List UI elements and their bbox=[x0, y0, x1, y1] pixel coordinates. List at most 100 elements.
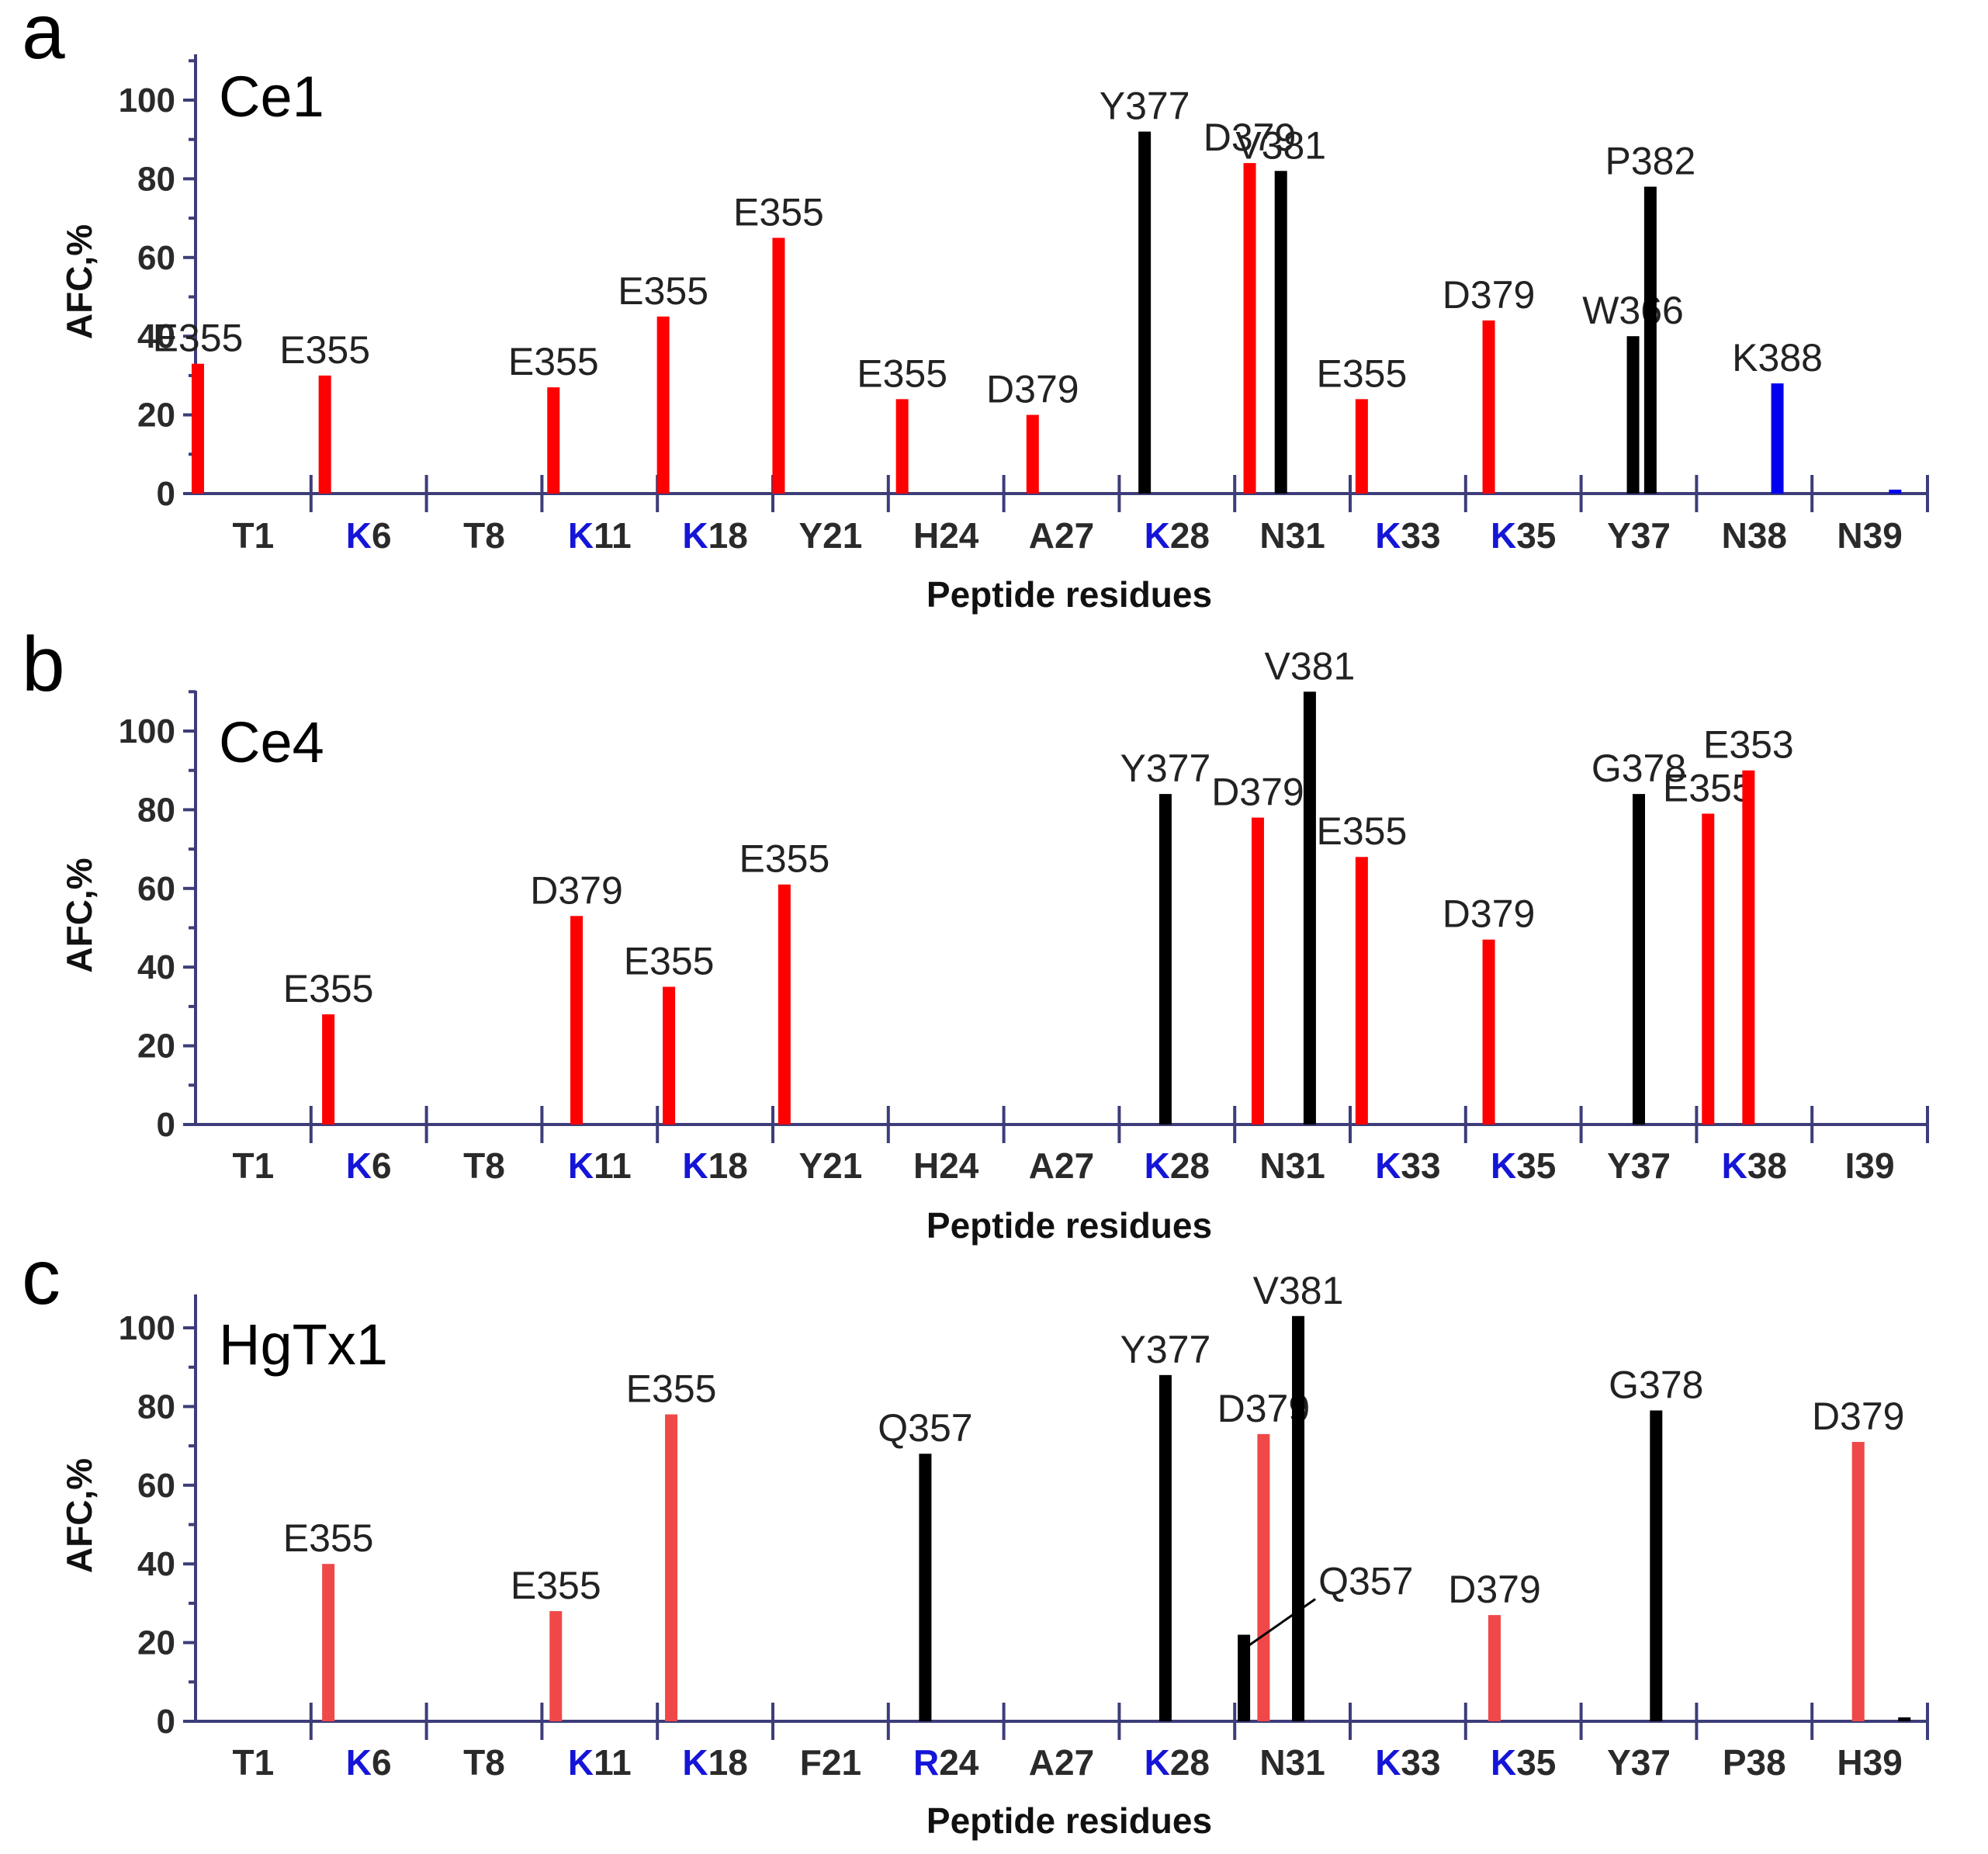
x-tick-label: K6 bbox=[346, 515, 392, 556]
y-tick-label: 20 bbox=[137, 1624, 175, 1662]
y-tick-label: 60 bbox=[137, 239, 175, 277]
bar bbox=[1650, 1410, 1663, 1721]
highlight-letter: K bbox=[1491, 1145, 1516, 1186]
bar bbox=[1482, 320, 1495, 494]
x-tick-label: K11 bbox=[568, 1742, 632, 1783]
bar bbox=[1482, 939, 1495, 1125]
x-tick-label: K33 bbox=[1375, 1742, 1440, 1783]
x-tick-label: T8 bbox=[463, 515, 505, 556]
x-tick-label: K18 bbox=[682, 515, 747, 556]
highlight-letter: K bbox=[568, 1742, 594, 1783]
x-tick-label-text: 33 bbox=[1401, 1742, 1440, 1783]
chart-title: HgTx1 bbox=[219, 1312, 388, 1377]
x-tick-label: P38 bbox=[1723, 1742, 1786, 1783]
x-tick-label: Y21 bbox=[798, 515, 862, 556]
bar bbox=[322, 1564, 335, 1721]
bar bbox=[1771, 383, 1784, 494]
panel-letter: a bbox=[22, 0, 65, 75]
y-axis-label: AFC,% bbox=[59, 1458, 99, 1573]
highlight-letter: K bbox=[682, 515, 708, 556]
x-tick-label: K33 bbox=[1375, 1145, 1440, 1186]
chart-title: Ce4 bbox=[219, 710, 324, 775]
x-tick-label-text: Y37 bbox=[1607, 515, 1671, 556]
x-tick-label: H39 bbox=[1837, 1742, 1902, 1783]
bar bbox=[1243, 163, 1256, 494]
x-tick-label: A27 bbox=[1029, 515, 1094, 556]
x-tick-label-text: 11 bbox=[594, 515, 632, 556]
bar bbox=[1626, 336, 1640, 494]
x-tick-label: K11 bbox=[568, 515, 632, 556]
x-tick-label-text: H39 bbox=[1837, 1742, 1902, 1783]
x-tick-label-text: H24 bbox=[913, 515, 979, 556]
bar bbox=[1138, 131, 1152, 494]
data-label: D379 bbox=[530, 868, 623, 912]
data-label: E355 bbox=[1663, 766, 1754, 809]
x-tick-label: K18 bbox=[682, 1742, 747, 1783]
y-tick-label: 0 bbox=[157, 475, 175, 513]
highlight-letter: K bbox=[1145, 1742, 1170, 1783]
highlight-letter: K bbox=[1375, 1145, 1401, 1186]
data-label: E355 bbox=[1316, 352, 1407, 395]
bar bbox=[1702, 813, 1715, 1125]
data-label: E355 bbox=[279, 328, 370, 372]
x-tick-label-text: 35 bbox=[1516, 1145, 1556, 1186]
x-tick-label-text: 33 bbox=[1401, 1145, 1440, 1186]
highlight-letter: K bbox=[1722, 1145, 1747, 1186]
bar bbox=[919, 1454, 932, 1721]
bar bbox=[772, 237, 785, 494]
data-label: D379 bbox=[1211, 771, 1304, 814]
x-tick-label-text: T8 bbox=[463, 515, 505, 556]
y-tick-label: 40 bbox=[137, 1545, 175, 1583]
x-tick-label: H24 bbox=[913, 515, 979, 556]
y-tick-label: 20 bbox=[137, 397, 175, 435]
data-label: E353 bbox=[1703, 723, 1794, 767]
x-tick-label-text: N31 bbox=[1259, 515, 1325, 556]
x-tick-label: K35 bbox=[1491, 1742, 1556, 1783]
x-tick-label-text: 24 bbox=[939, 1742, 979, 1783]
bar bbox=[778, 884, 791, 1125]
x-tick-label: A27 bbox=[1029, 1145, 1094, 1186]
data-label: V381 bbox=[1253, 1269, 1344, 1312]
x-tick-label-text: T1 bbox=[233, 1145, 275, 1186]
data-label: E355 bbox=[624, 940, 715, 983]
bar bbox=[1159, 794, 1172, 1125]
data-label: E355 bbox=[626, 1367, 717, 1411]
x-tick-label: N31 bbox=[1259, 1145, 1325, 1186]
x-tick-label-text: 6 bbox=[372, 515, 392, 556]
highlight-letter: K bbox=[1491, 1742, 1516, 1783]
bar bbox=[318, 375, 331, 494]
highlight-letter: K bbox=[1491, 515, 1516, 556]
highlight-letter: K bbox=[1145, 515, 1170, 556]
bar bbox=[1251, 817, 1264, 1125]
y-tick-label: 0 bbox=[157, 1703, 175, 1741]
x-tick-label: K28 bbox=[1145, 1145, 1210, 1186]
data-label: E355 bbox=[283, 1516, 374, 1560]
data-label: P382 bbox=[1605, 140, 1695, 183]
bar bbox=[663, 986, 676, 1125]
data-label: D379 bbox=[1443, 892, 1536, 936]
bar bbox=[1303, 691, 1316, 1125]
data-label: E355 bbox=[618, 269, 708, 313]
x-tick-label: H24 bbox=[913, 1145, 979, 1186]
y-tick-label: 0 bbox=[157, 1106, 175, 1144]
x-tick-label-text: 6 bbox=[372, 1742, 392, 1783]
bar bbox=[1889, 489, 1902, 494]
y-tick-label: 60 bbox=[137, 870, 175, 908]
highlight-letter: K bbox=[346, 515, 372, 556]
x-tick-label: K28 bbox=[1145, 515, 1210, 556]
bar bbox=[547, 387, 560, 494]
annotation-label: Q357 bbox=[1318, 1559, 1413, 1603]
y-axis-label: AFC,% bbox=[59, 858, 99, 972]
data-label: E355 bbox=[1316, 809, 1407, 853]
x-tick-label-text: N31 bbox=[1259, 1145, 1325, 1186]
data-label: E355 bbox=[283, 967, 374, 1010]
x-tick-label: N38 bbox=[1722, 515, 1787, 556]
highlight-letter: K bbox=[346, 1145, 372, 1186]
y-tick-label: 80 bbox=[137, 160, 175, 198]
x-tick-label: T8 bbox=[463, 1742, 505, 1783]
highlight-letter: K bbox=[682, 1742, 708, 1783]
